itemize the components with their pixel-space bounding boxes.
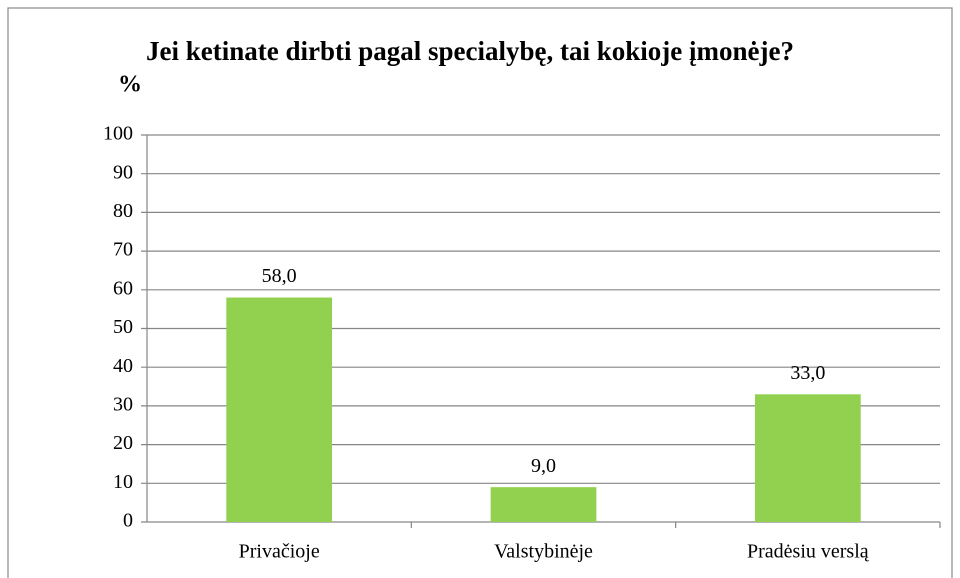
y-axis-label: % [118, 72, 142, 98]
x-tick-label: Pradėsiu verslą [747, 541, 870, 563]
x-tick-label: Privačioje [239, 541, 320, 563]
y-tick-label: 10 [113, 471, 133, 493]
y-tick-label: 80 [113, 200, 133, 222]
y-tick-label: 40 [113, 355, 133, 377]
value-label: 33,0 [790, 362, 825, 384]
chart-title: Jei ketinate dirbti pagal specialybę, ta… [146, 36, 794, 66]
bar [490, 487, 597, 522]
bar [754, 394, 861, 522]
y-tick-label: 100 [103, 123, 133, 145]
value-label: 58,0 [262, 265, 297, 287]
x-tick-label: Valstybinėje [494, 541, 593, 563]
bar [226, 297, 333, 522]
y-tick-label: 20 [113, 432, 133, 454]
y-tick-label: 50 [113, 316, 133, 338]
chart-frame [7, 7, 953, 578]
y-tick-label: 60 [113, 277, 133, 299]
y-tick-label: 0 [123, 510, 133, 532]
y-tick-label: 30 [113, 393, 133, 415]
y-tick-label: 90 [113, 161, 133, 183]
y-tick-label: 70 [113, 239, 133, 261]
value-label: 9,0 [531, 455, 556, 477]
